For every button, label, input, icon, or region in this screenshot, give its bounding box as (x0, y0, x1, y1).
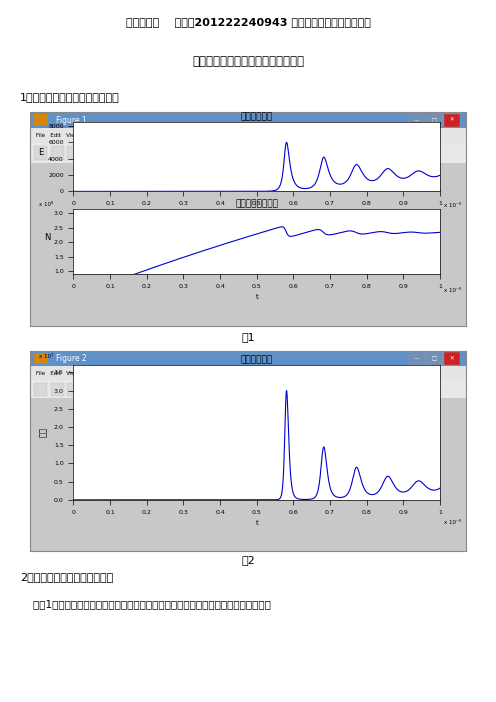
Bar (133, 146, 147, 160)
Bar (30, 380, 466, 398)
X-axis label: t: t (255, 520, 258, 526)
Text: File   Edit   View   Insert   Tools   Desktop   Window   Help: File Edit View Insert Tools Desktop Wind… (36, 133, 192, 138)
Bar (443, 352, 460, 365)
Text: File   Edit   View   Insert   Tools   Desktop   Window   Help: File Edit View Insert Tools Desktop Wind… (36, 371, 192, 376)
Bar (200, 383, 213, 396)
Bar (133, 383, 147, 396)
Bar (67, 146, 80, 160)
Text: ✕: ✕ (449, 356, 454, 361)
Text: x 10⁸: x 10⁸ (39, 202, 53, 207)
Bar (217, 383, 230, 396)
Bar (67, 383, 80, 396)
Title: 光强变化曲线: 光强变化曲线 (241, 355, 273, 364)
Bar (34, 114, 48, 126)
Y-axis label: E: E (39, 147, 44, 157)
Y-axis label: N: N (44, 232, 50, 241)
Bar (30, 366, 466, 380)
Text: x 10⁻⁹: x 10⁻⁹ (444, 288, 461, 293)
Bar (84, 383, 97, 396)
Text: x 10⁻⁹: x 10⁻⁹ (444, 520, 461, 525)
Text: □: □ (432, 356, 437, 361)
Text: —: — (414, 356, 420, 361)
Text: 龙格库塔法解半导体激光器速率方程: 龙格库塔法解半导体激光器速率方程 (192, 55, 304, 68)
Bar (34, 353, 48, 364)
Bar (426, 352, 442, 365)
Title: 电场强度曲线: 电场强度曲线 (241, 112, 273, 121)
Text: Figure 1: Figure 1 (56, 116, 87, 125)
Text: —: — (414, 118, 420, 123)
Bar (233, 383, 246, 396)
Bar (101, 146, 114, 160)
Bar (30, 112, 466, 128)
Bar (409, 352, 425, 365)
Bar (34, 146, 47, 160)
Text: Figure 2: Figure 2 (56, 354, 87, 363)
Text: 姓名：李清    学号：201222240943 学院：电子科学技术研究院: 姓名：李清 学号：201222240943 学院：电子科学技术研究院 (125, 17, 371, 27)
Bar (30, 143, 466, 163)
Bar (34, 383, 47, 396)
Text: x 10⁻⁹: x 10⁻⁹ (444, 203, 461, 208)
Bar (84, 146, 97, 160)
Bar (167, 146, 180, 160)
Bar (217, 146, 230, 160)
Bar (443, 114, 460, 127)
Text: 从图1中我们可以看出激光器工作开始时反转粒子数不断增加，当超过阈值后发生激光: 从图1中我们可以看出激光器工作开始时反转粒子数不断增加，当超过阈值后发生激光 (20, 599, 271, 609)
Bar (409, 114, 425, 127)
Bar (150, 146, 163, 160)
Bar (117, 146, 130, 160)
Text: 1、光强与载流子随时间变化曲线: 1、光强与载流子随时间变化曲线 (20, 91, 120, 102)
Bar (101, 383, 114, 396)
X-axis label: t: t (255, 294, 258, 300)
Bar (184, 146, 196, 160)
Y-axis label: 强度: 强度 (39, 428, 48, 437)
Text: 图1: 图1 (241, 331, 255, 342)
Bar (30, 351, 466, 366)
Text: 图2: 图2 (241, 555, 255, 565)
Bar (426, 114, 442, 127)
Text: 2、分析半导体激光器工作原理: 2、分析半导体激光器工作原理 (20, 572, 113, 582)
Bar (184, 383, 196, 396)
Bar (167, 383, 180, 396)
Title: 载流子数变化曲线: 载流子数变化曲线 (235, 199, 278, 208)
Bar (51, 146, 64, 160)
Text: □: □ (432, 118, 437, 123)
Bar (51, 383, 64, 396)
Bar (233, 146, 246, 160)
Bar (150, 383, 163, 396)
Bar (30, 128, 466, 143)
Bar (117, 383, 130, 396)
Text: x 10⁷: x 10⁷ (39, 355, 53, 359)
Bar (200, 146, 213, 160)
Text: ✕: ✕ (449, 118, 454, 123)
